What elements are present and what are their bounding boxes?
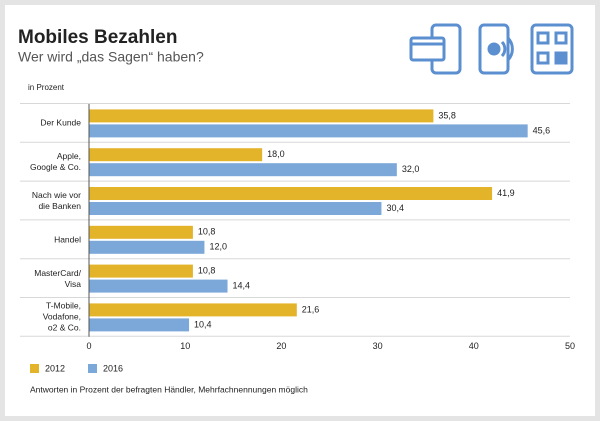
value-label: 18,0 bbox=[267, 149, 285, 159]
x-tick-label: 40 bbox=[469, 341, 479, 351]
bar bbox=[89, 124, 528, 138]
x-tick-label: 10 bbox=[180, 341, 190, 351]
bar bbox=[89, 264, 193, 278]
legend-label: 2016 bbox=[103, 363, 123, 373]
bar bbox=[89, 187, 493, 200]
unit-label: in Prozent bbox=[28, 83, 65, 92]
value-label: 10,8 bbox=[198, 265, 216, 275]
bar bbox=[89, 240, 205, 254]
bar bbox=[89, 279, 228, 293]
x-tick-label: 30 bbox=[373, 341, 383, 351]
value-label: 10,8 bbox=[198, 227, 216, 237]
legend-swatch bbox=[88, 364, 97, 373]
legend-label: 2012 bbox=[45, 363, 65, 373]
bar bbox=[89, 148, 263, 162]
value-label: 35,8 bbox=[438, 110, 456, 120]
category-label: MasterCard/ Visa bbox=[34, 267, 81, 289]
icons bbox=[409, 23, 574, 75]
bar bbox=[89, 163, 397, 177]
value-label: 21,6 bbox=[302, 304, 320, 314]
legend-swatch bbox=[30, 364, 39, 373]
bar bbox=[89, 318, 190, 332]
category-label: Nach wie vor die Banken bbox=[31, 190, 81, 211]
value-label: 14,4 bbox=[233, 280, 251, 290]
bar bbox=[89, 202, 382, 215]
value-label: 41,9 bbox=[497, 188, 515, 198]
category-label: T-Mobile, Vodafone, o2 & Co. bbox=[42, 300, 81, 333]
bar bbox=[89, 109, 434, 123]
bar bbox=[89, 303, 297, 317]
value-label: 10,4 bbox=[194, 319, 212, 329]
category-label: Der Kunde bbox=[40, 117, 81, 128]
value-label: 30,4 bbox=[386, 203, 404, 213]
chart-subtitle: Wer wird „das Sagen“ haben? bbox=[18, 49, 204, 65]
x-tick-label: 50 bbox=[565, 341, 575, 351]
category-label: Handel bbox=[54, 234, 81, 245]
value-label: 12,0 bbox=[209, 242, 227, 252]
bar bbox=[89, 225, 193, 239]
value-label: 32,0 bbox=[402, 164, 420, 174]
value-label: 45,6 bbox=[533, 125, 551, 135]
x-tick-label: 0 bbox=[86, 341, 91, 351]
chart-title: Mobiles Bezahlen bbox=[18, 27, 177, 48]
footnote: Antworten in Prozent der befragten Händl… bbox=[30, 384, 308, 394]
x-tick-label: 20 bbox=[276, 341, 286, 351]
category-label: Apple, Google & Co. bbox=[29, 151, 81, 173]
